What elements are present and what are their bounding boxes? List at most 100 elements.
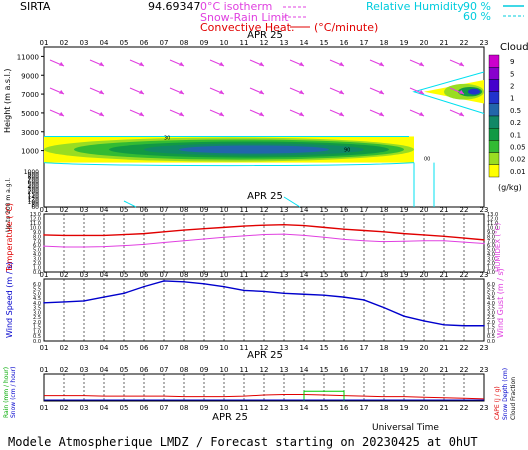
- convective-unit: (°C/minute): [314, 21, 378, 34]
- p2-ytick-right-8.0: 8.0: [487, 234, 495, 240]
- p4-hour-09: 09: [200, 366, 209, 374]
- p2-hour-22: 22: [460, 206, 469, 214]
- p1-ylabel-low: Up to 200 m a.g.l.: [5, 178, 12, 232]
- p2-hour-20: 20: [420, 206, 429, 214]
- p3-point-0-10: [243, 289, 245, 292]
- p3-hour-labels-bottom: 01 02 03 04 05 06 07 08 09 10 11 12 13 14 15 16 17 18 19 20…: [40, 344, 489, 352]
- p1-hour-09: 09: [200, 39, 209, 47]
- p1-hour-22: 22: [460, 39, 469, 47]
- p3-ytick-3.0: 3.0: [33, 310, 41, 316]
- p2-hour-02: 02: [60, 206, 69, 214]
- p2-ytick-right-12.0: 12.0: [487, 216, 498, 222]
- p1-hour-03: 03: [80, 39, 89, 47]
- p2-ytick-right-6.0: 6.0: [487, 243, 495, 249]
- p3-hour-23: 23: [480, 271, 489, 279]
- p2-hour-15: 15: [320, 206, 329, 214]
- p4-hour-17: 17: [360, 366, 369, 374]
- p2-ytick-right-13.0: 13.0: [487, 212, 498, 218]
- p4b-hour-12: 12: [260, 404, 269, 412]
- wind-arrow-1-2: [49, 109, 65, 117]
- wind-arrow-9-0: [209, 59, 225, 67]
- p3-hour-06: 06: [140, 271, 149, 279]
- p3b-hour-18: 18: [380, 344, 389, 352]
- p4b-hour-01: 01: [40, 404, 49, 412]
- p2-point-1-7: [183, 239, 185, 242]
- p2-point-0-13: [303, 224, 305, 227]
- p3b-hour-19: 19: [400, 344, 409, 352]
- p4b-hour-21: 21: [440, 404, 449, 412]
- p3b-hour-16: 16: [340, 344, 349, 352]
- p3-ytick-1.5: 1.5: [33, 325, 41, 331]
- p3-point-0-5: [143, 285, 145, 288]
- p1-hour-06: 06: [140, 39, 149, 47]
- p4b-hour-02: 02: [60, 404, 69, 412]
- p3-hour-03: 03: [80, 271, 89, 279]
- p2-point-1-19: [423, 239, 425, 242]
- p3b-hour-11: 11: [240, 344, 249, 352]
- p2-hour-05: 05: [120, 206, 129, 214]
- p1-hour-17: 17: [360, 39, 369, 47]
- colorbar-level-5: 0.2: [510, 119, 521, 127]
- p3-point-0-9: [223, 285, 225, 288]
- colorbar-swatch-4: [488, 103, 500, 117]
- p3-hour-16: 16: [340, 271, 349, 279]
- p3-ylabel: Wind Speed (m / s): [5, 262, 14, 338]
- p3-hour-01: 01: [40, 271, 49, 279]
- p3-series: [43, 280, 485, 327]
- p4-hour-07: 07: [160, 366, 169, 374]
- p2-point-1-11: [263, 233, 265, 236]
- convective-label: Convective Heat.: [200, 21, 294, 34]
- p1-hour-11: 11: [240, 39, 249, 47]
- p1-ytick-low-700: 700: [28, 177, 40, 184]
- p4b-hour-16: 16: [340, 404, 349, 412]
- wind-arrow-21-0: [449, 59, 465, 67]
- p4-date-label: APR 25: [212, 412, 248, 423]
- p1-hour-12: 12: [260, 39, 269, 47]
- p3-point-0-20: [443, 323, 445, 326]
- p2-point-1-20: [443, 239, 445, 242]
- p3-ytick-right-5.0: 5.0: [487, 291, 495, 297]
- p3b-hour-05: 05: [120, 344, 129, 352]
- p1-y-ticks: 1100090007000500030001000100090080070060…: [17, 53, 44, 211]
- p4b-hour-06: 06: [140, 404, 149, 412]
- p3-point-0-17: [383, 306, 385, 309]
- p3-hour-20: 20: [420, 271, 429, 279]
- p3-point-0-6: [163, 280, 165, 282]
- wind-arrow-15-1: [329, 87, 345, 95]
- p1-date-label: APR 25: [247, 30, 283, 41]
- p1-hour-14: 14: [300, 39, 309, 47]
- p3b-hour-20: 20: [420, 344, 429, 352]
- p3-point-0-16: [363, 299, 365, 301]
- colorbar-level-9: 0.01: [510, 168, 526, 176]
- colorbar-level-1: 5: [510, 70, 514, 78]
- p2-ytick-right-11.0: 11.0: [487, 221, 498, 227]
- p1-hour-10: 10: [220, 39, 229, 47]
- p3-gridlines: [63, 279, 465, 341]
- p2-point-0-5: [143, 232, 145, 235]
- wind-arrow-11-2: [249, 109, 265, 117]
- p1-hour-08: 08: [180, 39, 189, 47]
- wind-arrows: [49, 59, 465, 117]
- p4-ylabel-right: CAPE (J / g): [494, 386, 501, 420]
- p4-hour-06: 06: [140, 366, 149, 374]
- colorbar: 9 5 2 1 0.5 0.2 0.1 0.05 0.02 0.01: [488, 54, 526, 178]
- p4b-hour-05: 05: [120, 404, 129, 412]
- p3-ytick-right-3.5: 3.5: [487, 306, 495, 312]
- coords-readout: 94.69347: [148, 0, 201, 13]
- p2-date-label: APR 25: [247, 191, 283, 202]
- p4-series-rain: [303, 390, 345, 401]
- p4b-hour-22: 22: [460, 404, 469, 412]
- colorbar-level-6: 0.1: [510, 131, 521, 139]
- wind-arrow-5-2: [129, 109, 145, 117]
- p2-point-0-20: [443, 235, 445, 238]
- p3-point-0-15: [343, 296, 345, 298]
- p2-ytick-right-0.0: 0.0: [487, 270, 495, 276]
- p1-ytick-low-600: 600: [28, 179, 40, 186]
- p2-hour-17: 17: [360, 206, 369, 214]
- wind-arrow-15-0: [329, 59, 345, 67]
- p2-ytick-2.0: 2.0: [33, 261, 41, 267]
- site-name: SIRTA: [20, 0, 51, 13]
- p2-ytick-9.0: 9.0: [33, 230, 41, 236]
- p3b-hour-14: 14: [300, 344, 309, 352]
- wind-arrow-13-1: [289, 87, 305, 95]
